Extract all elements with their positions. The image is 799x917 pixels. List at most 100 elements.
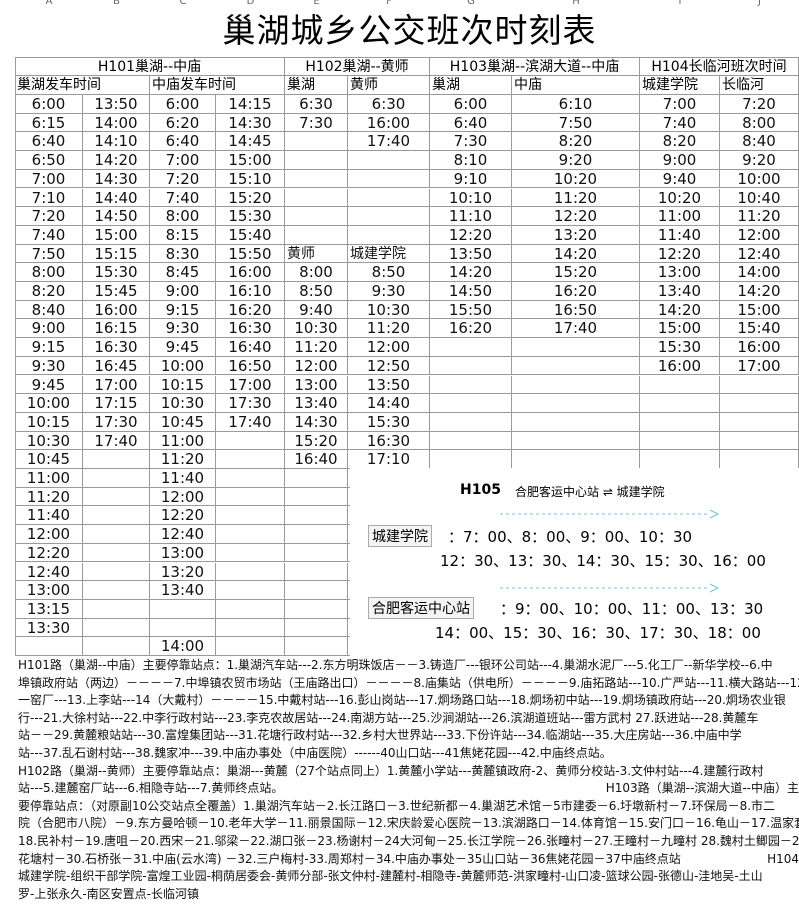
time-cell: 14:40 <box>348 394 430 413</box>
group-header: H101巢湖--中庙 <box>15 57 285 76</box>
time-cell: 9:00 <box>15 319 83 339</box>
time-cell <box>285 506 348 526</box>
time-cell <box>640 450 720 469</box>
time-cell: 10:10 <box>430 188 512 208</box>
time-cell: 7:30 <box>430 132 512 152</box>
time-cell: 15:30 <box>216 207 285 226</box>
time-cell: 9:30 <box>15 356 83 376</box>
time-cell <box>430 356 512 376</box>
time-cell <box>348 169 430 189</box>
time-cell: 10:00 <box>150 356 216 376</box>
time-cell <box>285 525 348 544</box>
time-cell: 14:15 <box>216 95 285 114</box>
time-cell: 13:20 <box>150 562 216 582</box>
time-cell <box>512 338 640 357</box>
time-cell: 17:40 <box>348 132 430 152</box>
time-cell <box>83 525 150 544</box>
time-cell <box>83 469 150 488</box>
time-cell: 16:00 <box>640 356 720 376</box>
column-letter: C <box>179 0 187 7</box>
time-cell <box>285 225 348 245</box>
column-header: 巢湖 <box>430 76 512 95</box>
dashed-arrow <box>500 509 720 519</box>
column-letter: B <box>113 0 120 7</box>
time-cell: 6:40 <box>150 132 216 152</box>
time-cell: 11:10 <box>430 207 512 226</box>
time-cell: 13:50 <box>430 244 512 264</box>
time-cell <box>216 618 285 638</box>
time-cell: 15:20 <box>216 188 285 208</box>
time-cell: 14:30 <box>83 169 150 189</box>
stop-note: 要停靠站点：（对原副10公交站点全覆盖）1.巢湖汽车站－2.长江路口－3.世纪新… <box>18 798 776 813</box>
time-cell <box>83 487 150 507</box>
time-cell: 11:20 <box>512 188 640 208</box>
time-cell: 15:00 <box>720 300 799 320</box>
time-cell <box>430 394 512 413</box>
time-cell: 8:15 <box>150 225 216 245</box>
time-cell: 16:50 <box>512 300 640 320</box>
time-cell: 6:30 <box>348 95 430 114</box>
time-cell: 8:50 <box>348 263 430 282</box>
time-cell: 7:40 <box>15 225 83 245</box>
time-cell <box>512 375 640 395</box>
time-cell: 16:40 <box>285 450 348 469</box>
time-cell <box>512 394 640 413</box>
time-cell <box>430 375 512 395</box>
times: 14：00、15：30、16：30、17：30、18：00 <box>435 624 761 642</box>
time-cell: 14:30 <box>285 412 348 432</box>
time-cell <box>83 543 150 563</box>
time-cell: 9:10 <box>430 169 512 189</box>
column-letter: A <box>45 0 53 7</box>
time-cell: 13:20 <box>512 225 640 245</box>
time-cell: 16:40 <box>216 338 285 357</box>
stop-note: H101路（巢湖--中庙）主要停靠站点：1.巢湖汽车站---2.东方明珠饭店－－… <box>18 658 773 672</box>
time-cell: 16:30 <box>348 431 430 451</box>
time-cell: 14:50 <box>430 282 512 301</box>
time-cell: 10:30 <box>348 300 430 320</box>
time-cell: 11:40 <box>150 469 216 488</box>
time-cell: 17:15 <box>83 394 150 413</box>
time-cell: 13:40 <box>285 394 348 413</box>
time-cell: 8:00 <box>285 263 348 282</box>
time-cell: 17:40 <box>216 412 285 432</box>
time-cell <box>285 207 348 226</box>
stop-note: H102路（巢湖--黄师）主要停靠站点：巢湖---黄麓（27个站点同上）1.黄麓… <box>18 763 764 778</box>
column-header: 长临河 <box>720 76 799 95</box>
time-cell <box>216 562 285 582</box>
time-cell: 12:00 <box>720 225 799 245</box>
time-cell: 14:45 <box>216 132 285 152</box>
time-cell: 12:00 <box>348 338 430 357</box>
time-cell: 11:20 <box>348 319 430 339</box>
time-cell: 7:20 <box>720 95 799 114</box>
time-cell <box>216 450 285 469</box>
time-cell <box>83 562 150 582</box>
time-cell <box>216 599 285 619</box>
time-cell: 9:00 <box>640 151 720 170</box>
time-cell: 12:20 <box>640 244 720 264</box>
time-cell <box>720 431 799 451</box>
time-cell: 13:00 <box>150 543 216 563</box>
time-cell: 13:00 <box>15 581 83 600</box>
time-cell: 14:20 <box>512 244 640 264</box>
time-cell: 11:00 <box>150 431 216 451</box>
time-cell: 10:00 <box>15 394 83 413</box>
time-cell: 7:40 <box>150 188 216 208</box>
time-cell: 17:00 <box>720 356 799 376</box>
time-cell: 10:40 <box>720 188 799 208</box>
time-cell: 7:00 <box>150 151 216 170</box>
time-cell <box>285 469 348 488</box>
time-cell: 16:00 <box>720 338 799 357</box>
time-cell <box>720 450 799 469</box>
time-cell: 16:50 <box>216 356 285 376</box>
time-cell: 16:00 <box>216 263 285 282</box>
time-cell <box>640 412 720 432</box>
column-header: 城建学院 <box>640 76 720 95</box>
column-letter: F <box>386 0 392 7</box>
time-cell: 9:30 <box>348 282 430 301</box>
h105-direction: 合肥客运中心站 ⇌ 城建学院 <box>515 485 665 499</box>
time-cell: 8:00 <box>150 207 216 226</box>
time-cell: 9:15 <box>150 300 216 320</box>
time-cell <box>150 618 216 638</box>
stop-note: 站－－29.黄麓粮站站---30.富煌集团站---31.花塘行政村站---32.… <box>18 728 742 743</box>
time-cell: 15:00 <box>216 151 285 170</box>
